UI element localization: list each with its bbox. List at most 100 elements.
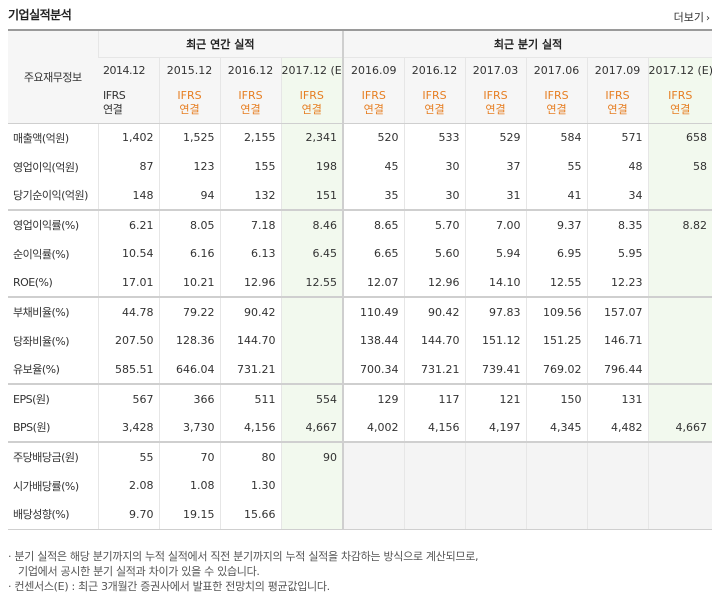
table-cell: 584 <box>525 123 588 152</box>
table-cell: 48 <box>586 152 649 181</box>
table-cell: 2,155 <box>219 123 281 152</box>
accounting-standard: IFRS <box>238 89 263 103</box>
chevron-right-icon: › <box>706 13 710 24</box>
table-cell: 146.71 <box>586 326 649 355</box>
period-header: 2017.12 (E) <box>647 57 713 84</box>
table-cell: 35 <box>342 181 405 210</box>
table-row: BPS(원) 3,428 3,730 4,156 4,667 4,002 4,156 4,19… <box>8 413 713 442</box>
period-header: 2017.06 <box>525 57 588 84</box>
table-row: 배당성향(%) 9.70 19.15 15.66 <box>8 500 713 530</box>
accounting-basis: IFRS 연결 <box>464 84 527 124</box>
table-row: 부채비율(%) 44.78 79.22 90.42 110.49 90.42 97.83 10… <box>8 296 713 326</box>
accounting-standard: IFRS <box>177 89 202 103</box>
table-cell <box>647 239 713 268</box>
table-cell: 123 <box>158 152 220 181</box>
table-cell: 12.55 <box>525 268 588 297</box>
table-cell: 12.23 <box>586 268 649 297</box>
section-title: 기업실적분석 <box>8 8 72 22</box>
table-cell <box>342 441 405 471</box>
table-cell: 151.12 <box>464 326 527 355</box>
row-label: 매출액(억원) <box>13 131 69 145</box>
consolidation-type: 연결 <box>240 103 261 117</box>
table-cell <box>647 500 713 530</box>
row-label: 영업이익률(%) <box>8 209 98 239</box>
table-cell: 520 <box>342 123 405 152</box>
table-cell: 366 <box>158 383 220 413</box>
table-cell: 150 <box>525 383 588 413</box>
table-cell <box>280 355 344 384</box>
table-cell: 4,156 <box>219 413 281 442</box>
period-header: 2016.09 <box>342 57 405 84</box>
table-cell <box>647 383 713 413</box>
period-header: 2017.12 (E) <box>280 57 344 84</box>
table-cell: 90.42 <box>403 296 466 326</box>
consolidation-type: 연결 <box>363 103 384 117</box>
accounting-basis: IFRS 연결 <box>98 84 159 124</box>
table-cell: 132 <box>219 181 281 210</box>
table-cell: 6.13 <box>219 239 281 268</box>
table-cell: 110.49 <box>342 296 405 326</box>
table-cell: 585.51 <box>97 355 159 384</box>
table-cell: 55 <box>97 441 159 471</box>
table-cell: 10.54 <box>97 239 159 268</box>
table-cell: 131 <box>586 383 649 413</box>
row-label: 유보율(%) <box>13 363 60 376</box>
table-cell: 3,730 <box>158 413 220 442</box>
table-cell: 529 <box>464 123 527 152</box>
footnote-1: · 분기 실적은 해당 분기까지의 누적 실적에서 직전 분기까지의 누적 실적… <box>8 550 479 563</box>
row-label: BPS(원) <box>13 421 50 434</box>
table-cell: 5.60 <box>403 239 466 268</box>
table-cell: 58 <box>647 152 713 181</box>
consolidation-type: 연결 <box>546 103 567 117</box>
more-label: 더보기 <box>673 11 704 24</box>
table-cell <box>525 500 588 530</box>
table-cell: 17.01 <box>97 268 159 297</box>
table-cell: 571 <box>586 123 649 152</box>
table-cell: 148 <box>97 181 159 210</box>
table-cell: 8.82 <box>647 209 713 239</box>
table-cell <box>647 268 713 297</box>
table-row: 순이익률(%) 10.54 6.16 6.13 6.45 6.65 5.60 5.94 6.95… <box>8 239 713 268</box>
consolidation-type: 연결 <box>179 103 200 117</box>
accounting-basis: IFRS 연결 <box>403 84 466 124</box>
table-cell: 70 <box>158 441 220 471</box>
row-label: 순이익률(%) <box>13 247 70 261</box>
row-label: 당기순이익(억원) <box>13 189 88 202</box>
table-cell: 1.30 <box>219 471 281 500</box>
table-cell: 14.10 <box>464 268 527 297</box>
accounting-standard: IFRS <box>103 89 126 103</box>
table-cell <box>464 471 527 500</box>
table-cell: 511 <box>219 383 281 413</box>
table-cell: 8.35 <box>586 209 649 239</box>
table-cell: 6.45 <box>280 239 344 268</box>
table-cell: 15.66 <box>219 500 281 530</box>
table-cell: 533 <box>403 123 466 152</box>
table-cell: 739.41 <box>464 355 527 384</box>
period-header: 2017.03 <box>464 57 527 84</box>
period-header: 2015.12 <box>158 57 220 84</box>
table-cell: 9.37 <box>525 209 588 239</box>
row-label: EPS(원) <box>8 383 98 413</box>
table-cell: 731.21 <box>403 355 466 384</box>
table-cell: 8.05 <box>158 209 220 239</box>
table-row: 주당배당금(원) 55 70 80 90 <box>8 441 713 471</box>
table-row: EPS(원) 567 366 511 554 129 117 121 150 131 <box>8 383 713 413</box>
table-cell: 31 <box>464 181 527 210</box>
table-cell: 5.70 <box>403 209 466 239</box>
table-cell: 4,667 <box>280 413 344 442</box>
table-cell: 55 <box>525 152 588 181</box>
accounting-standard: IFRS <box>605 89 630 103</box>
table-cell: 94 <box>158 181 220 210</box>
table-cell: 117 <box>403 383 466 413</box>
table-cell: 5.95 <box>586 239 649 268</box>
more-link[interactable]: 더보기 › <box>674 9 710 25</box>
table-cell: 90 <box>280 441 344 471</box>
table-cell: 157.07 <box>586 296 649 326</box>
table-cell: 10.21 <box>158 268 220 297</box>
accounting-standard: IFRS <box>483 89 508 103</box>
table-cell <box>280 471 344 500</box>
table-cell: 658 <box>647 123 713 152</box>
consolidation-type: 연결 <box>670 103 691 117</box>
accounting-basis: IFRS 연결 <box>158 84 220 124</box>
accounting-standard: IFRS <box>544 89 569 103</box>
